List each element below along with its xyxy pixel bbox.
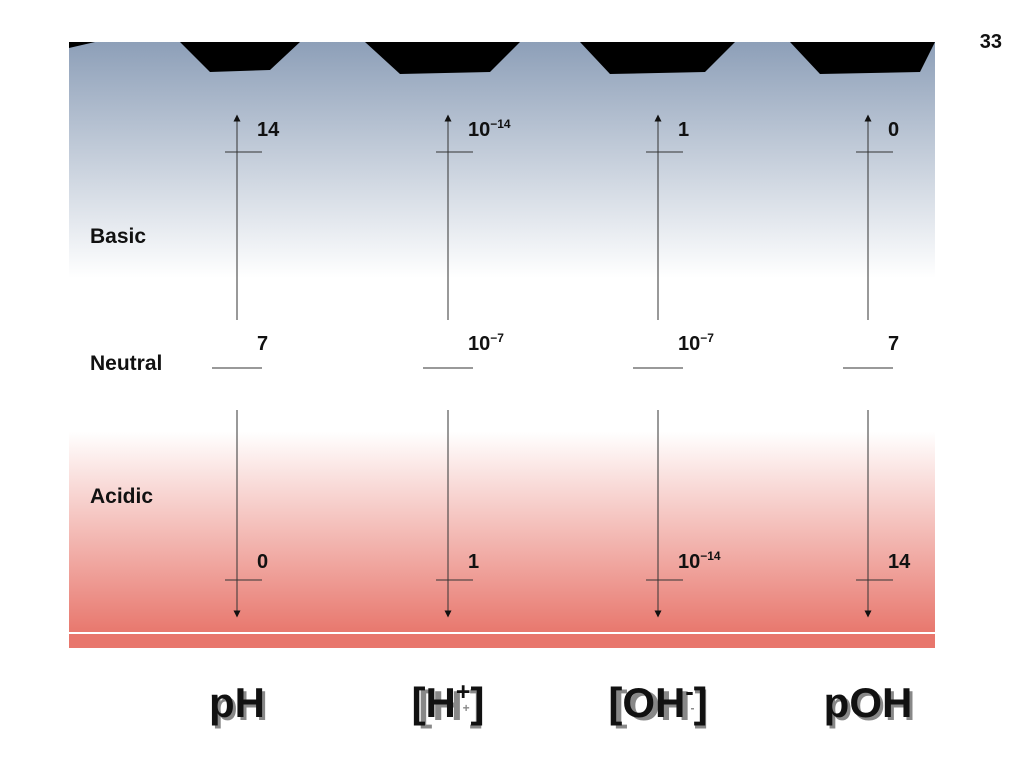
cropped-title-shapes xyxy=(69,42,935,74)
text-segment: [H xyxy=(418,682,462,729)
column-header: pOH xyxy=(824,679,913,726)
text-segment: 1 xyxy=(678,119,689,141)
text-segment: 7 xyxy=(257,333,268,355)
header-shadow: pH xyxy=(212,682,268,729)
text-segment: 10 xyxy=(678,551,700,573)
middle-value: 7 xyxy=(257,333,268,355)
region-label: Neutral xyxy=(90,352,162,375)
background-panel xyxy=(69,42,935,632)
text-segment: pH xyxy=(209,679,265,726)
text-segment: ] xyxy=(470,682,484,729)
text-segment: 14 xyxy=(888,551,911,573)
header-shadow: [H+] xyxy=(418,682,483,729)
bottom-strip xyxy=(69,634,935,648)
middle-value: 7 xyxy=(888,333,899,355)
superscript: + xyxy=(463,701,470,715)
text-segment: 14 xyxy=(257,119,280,141)
bottom-value: 1 xyxy=(468,551,479,573)
text-segment: pOH xyxy=(824,679,913,726)
text-segment: 0 xyxy=(257,551,268,573)
middle-value: 10−7 xyxy=(678,331,714,355)
bottom-value: 0 xyxy=(257,551,268,573)
bottom-value: 10−14 xyxy=(678,549,721,573)
text-segment: 10 xyxy=(468,333,490,355)
text-segment: ] xyxy=(470,679,484,726)
superscript: - xyxy=(691,701,695,715)
column-header: [H+] xyxy=(412,678,485,726)
column-header: pH xyxy=(209,679,265,726)
top-value: 0 xyxy=(888,119,899,141)
region-label: Basic xyxy=(90,225,146,248)
text-segment: 1 xyxy=(468,551,479,573)
text-segment: pOH xyxy=(827,682,916,729)
text-segment: [H xyxy=(412,679,456,726)
region-label: Acidic xyxy=(90,485,153,508)
top-value: 1 xyxy=(678,119,689,141)
page-number: 33 xyxy=(980,31,1002,53)
superscript: −14 xyxy=(700,549,721,563)
text-segment: 10 xyxy=(468,119,490,141)
header-shadow: pOH xyxy=(827,682,916,729)
text-segment: 0 xyxy=(888,119,899,141)
text-segment: [OH xyxy=(614,682,691,729)
superscript: - xyxy=(685,678,693,706)
bottom-value: 14 xyxy=(888,551,911,573)
middle-value: 10−7 xyxy=(468,331,504,355)
superscript: −7 xyxy=(700,331,714,345)
column-header: [OH-] xyxy=(608,678,707,726)
superscript: + xyxy=(456,678,471,706)
superscript: −14 xyxy=(490,117,511,131)
text-segment: ] xyxy=(694,679,708,726)
header-shadow: [OH-] xyxy=(614,682,709,729)
superscript: −7 xyxy=(490,331,504,345)
text-segment: pH xyxy=(212,682,268,729)
text-segment: 10 xyxy=(678,333,700,355)
text-segment: 7 xyxy=(888,333,899,355)
text-segment: [OH xyxy=(608,679,685,726)
top-value: 10−14 xyxy=(468,117,511,141)
top-value: 14 xyxy=(257,119,280,141)
text-segment: ] xyxy=(695,682,709,729)
